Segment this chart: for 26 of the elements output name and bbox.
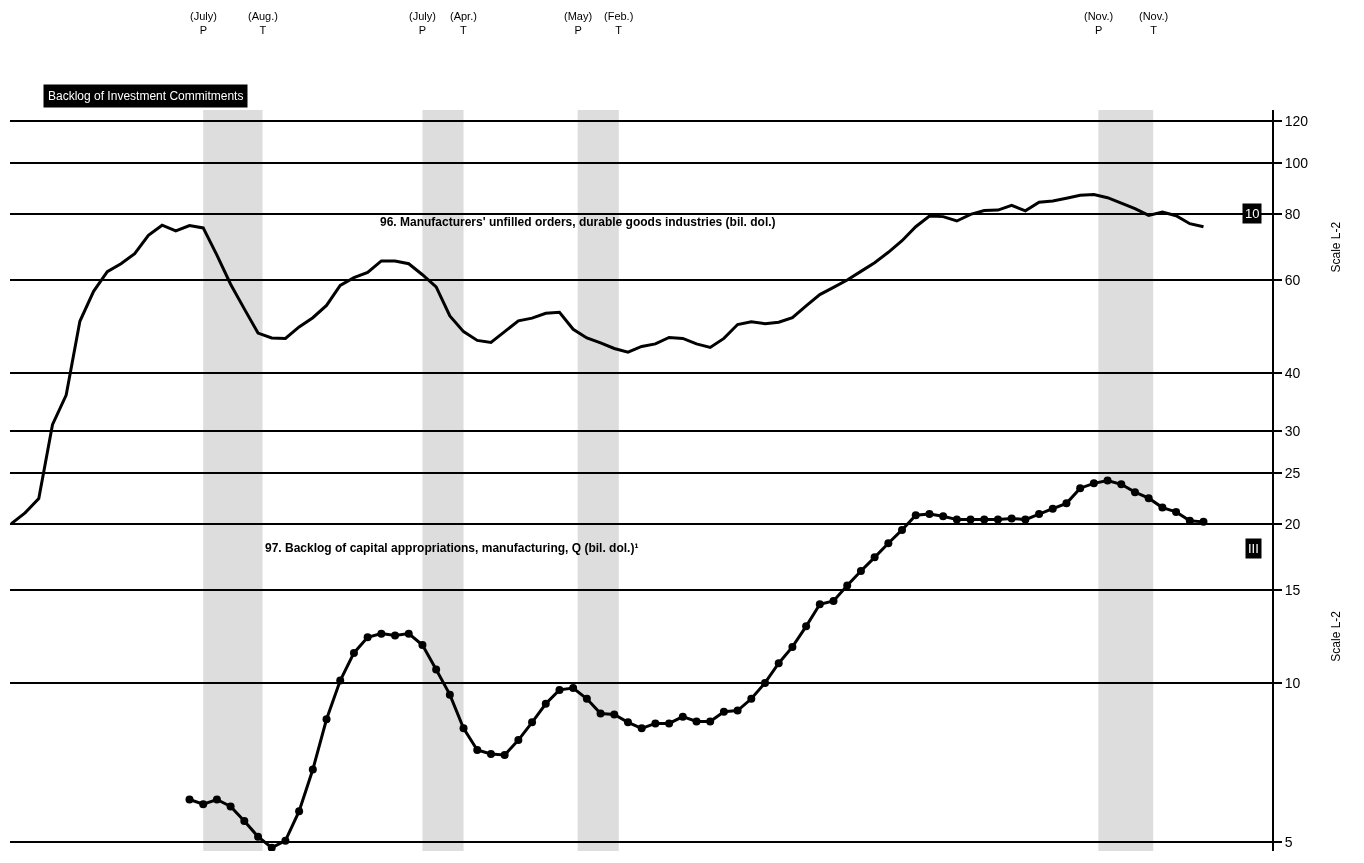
text: (Feb.) T: [604, 10, 634, 37]
y-tick-label: 15: [1284, 581, 1301, 598]
y-tick-label: 30: [1284, 423, 1301, 440]
y-tick-label: 60: [1284, 272, 1301, 289]
chart-title: Backlog of Investment Commitments: [48, 89, 244, 103]
text: (May) P: [564, 10, 593, 37]
y-axis-title: Scale L-2: [1328, 610, 1343, 662]
y-tick-label: 5: [1284, 833, 1293, 850]
text: (Aug.) T: [248, 10, 278, 37]
text: (Apr.) T: [450, 10, 477, 37]
text: (Nov.) P: [1084, 10, 1114, 37]
text: 96. Manufacturers' unfilled orders, durable goods industries (bil. dol.): [380, 215, 776, 229]
text: (Nov.) T: [1139, 10, 1169, 37]
y-tick-label: 120: [1284, 113, 1309, 130]
text: (July) P: [409, 10, 436, 37]
y-tick-label: 25: [1284, 464, 1301, 481]
y-tick-label: 40: [1284, 365, 1301, 382]
annotation: III: [1248, 541, 1259, 556]
y-tick-label: 80: [1284, 206, 1301, 223]
annotation: 10: [1245, 206, 1260, 221]
y-tick-label: 20: [1284, 516, 1301, 533]
text: 97. Backlog of capital appropriations, manufacturing, Q (bil. dol.)¹: [265, 541, 639, 555]
y-tick-label: 10: [1284, 674, 1301, 691]
y-axis-title: Scale L-2: [1328, 221, 1343, 273]
text: (July) P: [190, 10, 217, 37]
y-tick-label: 100: [1284, 154, 1309, 171]
